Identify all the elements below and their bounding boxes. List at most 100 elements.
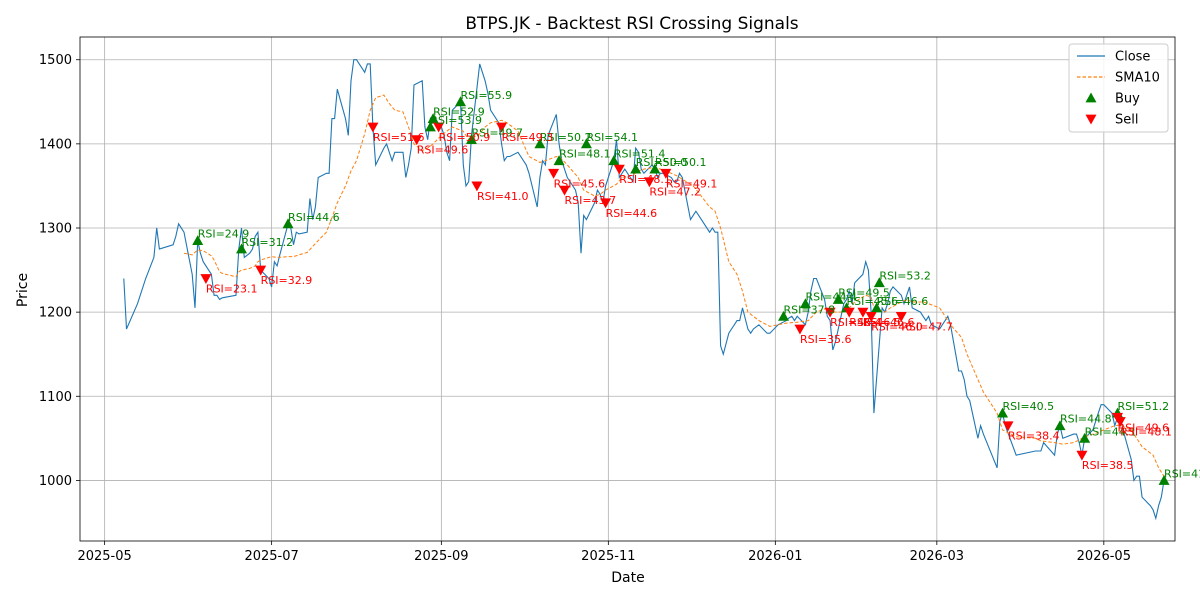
plot-frame xyxy=(79,36,1176,542)
legend-label: Close xyxy=(1115,50,1150,65)
close-line xyxy=(123,59,1165,521)
buy-marker xyxy=(236,243,248,254)
buy-marker xyxy=(553,155,565,166)
sell-annotation: RSI=38.5 xyxy=(1082,459,1134,472)
buy-marker xyxy=(799,298,811,309)
sell-marker xyxy=(1002,421,1014,432)
legend-label: Buy xyxy=(1115,92,1140,107)
sell-marker xyxy=(824,307,836,318)
buy-annotation: RSI=45.6 xyxy=(847,295,899,308)
plot-content xyxy=(123,59,1170,521)
sell-marker xyxy=(660,168,672,179)
x-axis-label: Date xyxy=(611,570,644,586)
buy-marker xyxy=(192,235,204,246)
buy-marker xyxy=(608,155,620,166)
sell-marker xyxy=(895,311,907,322)
y-tick-label: 1000 xyxy=(39,474,72,489)
sell-marker xyxy=(433,122,445,133)
buy-annotation: RSI=50.2 xyxy=(540,131,592,144)
sma10-line xyxy=(183,94,1165,477)
buy-annotation: RSI=51.2 xyxy=(1118,400,1170,413)
sell-annotation: RSI=23.1 xyxy=(206,282,258,295)
sell-marker xyxy=(865,311,877,322)
legend: Close SMA10 Buy Sell xyxy=(1068,43,1169,133)
y-tick-label: 1300 xyxy=(39,221,72,236)
buy-annotation: RSI=44.1 xyxy=(1085,425,1137,438)
buy-annotation: RSI=55.9 xyxy=(461,89,513,102)
buy-marker xyxy=(1158,474,1170,485)
sell-marker xyxy=(255,265,267,276)
buy-annotation: RSI=24.9 xyxy=(198,228,250,241)
y-tick-label: 1200 xyxy=(39,306,72,321)
buy-annotation: RSI=37.8 xyxy=(784,303,836,316)
buy-marker xyxy=(455,96,467,107)
y-tick-label: 1100 xyxy=(39,390,72,405)
legend-buy-swatch xyxy=(1085,92,1097,103)
legend-sell-swatch xyxy=(1085,114,1097,125)
sell-marker xyxy=(600,198,612,209)
buy-marker xyxy=(534,138,546,149)
sell-marker xyxy=(643,177,655,188)
sell-annotation: RSI=50.9 xyxy=(439,131,491,144)
buy-annotation: RSI=48.1 xyxy=(559,148,611,161)
buy-marker xyxy=(832,294,844,304)
buy-marker xyxy=(1054,420,1066,431)
sell-annotation: RSI=35.6 xyxy=(800,333,852,346)
sell-marker xyxy=(857,307,869,318)
sell-marker xyxy=(411,135,423,146)
sell-annotation: RSI=49.6 xyxy=(1118,421,1170,434)
y-tick-label: 1500 xyxy=(39,53,72,68)
chart-title: BTPS.JK - Backtest RSI Crossing Signals xyxy=(465,14,798,34)
buy-annotation: RSI=50.1 xyxy=(655,156,707,169)
sell-marker xyxy=(548,168,560,179)
buy-annotation: RSI=54.1 xyxy=(586,131,638,144)
buy-marker xyxy=(649,163,661,174)
buy-marker xyxy=(465,134,477,145)
sell-annotation: RSI=46.0 xyxy=(871,320,923,333)
plot-area: 2025-05 2025-07 2025-09 2025-11 2026-01 2026-… xyxy=(39,36,1200,564)
buy-annotation: RSI=44.4 xyxy=(805,291,857,304)
sell-annotation: RSI=32.9 xyxy=(261,274,313,287)
buy-annotation: RSI=50.0 xyxy=(636,156,688,169)
x-tick-label: 2026-03 xyxy=(910,549,964,564)
buy-marker xyxy=(424,121,436,132)
sell-annotation: RSI=48.1 xyxy=(1120,426,1172,439)
sell-annotation: RSI=45.6 xyxy=(554,177,606,190)
sell-annotation: RSI=47.7 xyxy=(901,320,953,333)
x-tick-label: 2025-11 xyxy=(581,549,635,564)
sell-annotation: RSI=47.2 xyxy=(649,186,701,199)
sell-annotation: RSI=41.0 xyxy=(477,190,529,203)
sell-annotation: RSI=48.1 xyxy=(619,173,671,186)
sell-annotation: RSI=51.6 xyxy=(373,131,425,144)
sell-marker xyxy=(1076,450,1088,461)
sell-marker xyxy=(613,164,625,175)
sell-annotation: RSI=49.1 xyxy=(666,177,718,190)
buy-marker xyxy=(282,218,294,229)
sell-marker xyxy=(1114,417,1126,428)
sell-marker xyxy=(367,122,379,133)
buy-annotation: RSI=31.2 xyxy=(242,236,294,249)
sell-marker xyxy=(843,307,855,318)
buy-annotation: RSI=53.9 xyxy=(430,114,482,127)
sell-annotation: RSI=49.3 xyxy=(502,131,554,144)
buy-annotation: RSI=49.5 xyxy=(838,287,890,300)
legend-box xyxy=(1068,43,1169,133)
buy-marker xyxy=(871,302,883,313)
y-axis-label: Price xyxy=(15,273,31,307)
buy-annotation: RSI=41.5 xyxy=(1164,467,1200,480)
buy-annotation: RSI=52.9 xyxy=(433,106,485,119)
buy-annotation: RSI=51.4 xyxy=(614,148,666,161)
buy-annotation: RSI=40.5 xyxy=(1003,400,1055,413)
sell-annotation: RSI=46.6 xyxy=(863,316,915,329)
buy-marker xyxy=(580,138,592,149)
x-tick-label: 2026-05 xyxy=(1077,549,1131,564)
y-tick-label: 1400 xyxy=(39,137,72,152)
buy-marker xyxy=(630,163,642,174)
buy-annotation: RSI=44.8 xyxy=(1060,413,1112,426)
buy-annotation: RSI=46.6 xyxy=(877,295,929,308)
buy-marker xyxy=(1079,432,1091,443)
sell-annotation: RSI=43.7 xyxy=(565,194,617,207)
legend-label: SMA10 xyxy=(1115,71,1160,86)
sell-marker xyxy=(471,181,483,192)
